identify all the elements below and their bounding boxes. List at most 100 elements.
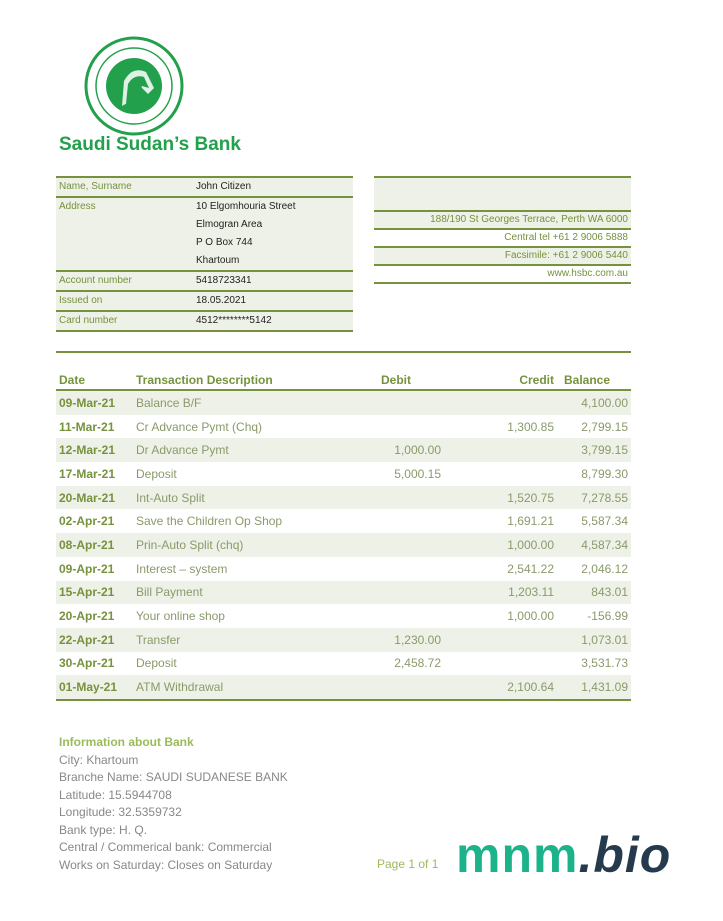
card-value: 4512********5142: [196, 315, 272, 326]
account-row: Account number 5418723341: [56, 272, 353, 292]
header-desc: Transaction Description: [136, 373, 273, 387]
customer-info: Name, Surname John Citizen Address 10 Elg…: [56, 176, 353, 332]
table-row: 22-Apr-21 Transfer 1,230.00 1,073.01: [56, 627, 631, 652]
watermark-part: .bio: [578, 827, 672, 883]
table-row: 15-Apr-21 Bill Payment 1,203.11 843.01: [56, 580, 631, 605]
cell-desc: Bill Payment: [136, 585, 203, 600]
bank-info-line: Bank type: H. Q.: [59, 822, 148, 837]
cell-date: 01-May-21: [59, 680, 118, 695]
cell-balance: 4,100.00: [581, 395, 628, 410]
blank-row: [374, 178, 631, 212]
table-row: 17-Mar-21 Deposit 5,000.15 8,799.30: [56, 462, 631, 486]
cell-desc: Balance B/F: [136, 395, 202, 410]
cell-date: 09-Apr-21: [59, 561, 115, 576]
contact-fax: Facsimile: +61 2 9006 5440: [374, 248, 631, 266]
table-row: 12-Mar-21 Dr Advance Pymt 1,000.00 3,799.15: [56, 438, 631, 463]
cell-desc: ATM Withdrawal: [136, 680, 224, 695]
header-date: Date: [59, 373, 86, 387]
contact-address: 188/190 St Georges Terrace, Perth WA 600…: [374, 212, 631, 230]
cell-date: 20-Mar-21: [59, 490, 116, 505]
cell-balance: 1,431.09: [581, 680, 628, 695]
watermark: mnm.bio: [456, 826, 671, 884]
bank-info-line: Branche Name: SAUDI SUDANESE BANK: [59, 770, 288, 784]
cell-date: 20-Apr-21: [59, 609, 115, 624]
name-row: Name, Surname John Citizen: [56, 178, 353, 198]
table-row: 20-Apr-21 Your online shop 1,000.00 -156.99: [56, 604, 631, 628]
card-row: Card number 4512********5142: [56, 312, 353, 332]
contact-web: www.hsbc.com.au: [374, 266, 631, 284]
bank-info-line: Latitude: 15.5944708: [59, 787, 172, 802]
cell-balance: 8,799.30: [581, 466, 628, 481]
cell-desc: Dr Advance Pymt: [136, 443, 229, 458]
issued-row: Issued on 18.05.2021: [56, 292, 353, 312]
cell-balance: 1,073.01: [581, 632, 628, 647]
header-credit: Credit: [519, 373, 554, 387]
address-row: Address 10 Elgomhouria Street Elmogran A…: [56, 198, 353, 272]
cell-credit: 2,100.64: [507, 680, 554, 695]
cell-credit: 1,691.21: [507, 514, 554, 529]
cell-desc: Cr Advance Pymt (Chq): [136, 419, 263, 434]
bank-info-line: Longitude: 32.5359732: [59, 805, 182, 819]
cell-desc: Deposit: [136, 656, 177, 671]
cell-balance: 7,278.55: [581, 490, 628, 505]
card-label: Card number: [59, 315, 118, 326]
table-row: 08-Apr-21 Prin-Auto Split (chq) 1,000.00 4,…: [56, 533, 631, 557]
account-value: 5418723341: [196, 275, 252, 286]
cell-date: 09-Mar-21: [59, 395, 116, 410]
transactions-table: Date Transaction Description Debit Credi…: [56, 351, 631, 701]
cell-debit: 1,230.00: [394, 632, 441, 647]
cell-date: 12-Mar-21: [59, 443, 116, 458]
cell-date: 22-Apr-21: [59, 632, 115, 647]
name-label: Name, Surname: [59, 181, 132, 192]
cell-balance: 3,799.15: [581, 443, 628, 458]
cell-credit: 1,520.75: [507, 490, 554, 505]
address-line: P O Box 744: [196, 237, 253, 248]
bank-logo: [84, 36, 184, 136]
cell-credit: 1,300.85: [507, 419, 554, 434]
cell-credit: 2,541.22: [507, 561, 554, 576]
contact-tel: Central tel +61 2 9006 5888: [374, 230, 631, 248]
cell-date: 30-Apr-21: [59, 656, 115, 671]
table-row: 09-Mar-21 Balance B/F 4,100.00: [56, 391, 631, 415]
bank-info-line: Central / Commerical bank: Commercial: [59, 840, 272, 854]
account-label: Account number: [59, 275, 132, 286]
cell-balance: 2,799.15: [581, 419, 628, 434]
bank-name: Saudi Sudan’s Bank: [59, 134, 241, 155]
cell-credit: 1,203.11: [508, 585, 554, 600]
cell-debit: 1,000.00: [394, 443, 441, 458]
cell-credit: 1,000.00: [507, 609, 554, 624]
table-row: 11-Mar-21 Cr Advance Pymt (Chq) 1,300.85 2,…: [56, 415, 631, 439]
header-debit: Debit: [381, 373, 411, 387]
bank-info-line: Works on Saturday: Closes on Saturday: [59, 857, 273, 872]
cell-date: 08-Apr-21: [59, 537, 115, 552]
cell-debit: 5,000.15: [394, 466, 441, 481]
cell-desc: Prin-Auto Split (chq): [136, 537, 244, 552]
table-header: Date Transaction Description Debit Credi…: [56, 353, 631, 391]
cell-debit: 2,458.72: [394, 656, 441, 671]
cell-balance: 3,531.73: [581, 656, 628, 671]
address-label: Address: [59, 201, 96, 212]
cell-date: 17-Mar-21: [59, 466, 116, 481]
name-value: John Citizen: [196, 181, 252, 192]
cell-desc: Save the Children Op Shop: [136, 514, 283, 529]
cell-date: 11-Mar-21: [59, 419, 115, 434]
bank-info-heading: Information about Bank: [59, 735, 194, 749]
contact-info: 188/190 St Georges Terrace, Perth WA 600…: [374, 176, 631, 284]
table-row: 02-Apr-21 Save the Children Op Shop 1,691.…: [56, 509, 631, 533]
cell-balance: 4,587.34: [581, 537, 628, 552]
cell-balance: 2,046.12: [581, 561, 628, 576]
address-line: Elmogran Area: [196, 219, 263, 230]
bank-info-line: City: Khartoum: [59, 752, 139, 767]
table-row: 09-Apr-21 Interest – system 2,541.22 2,046.…: [56, 557, 631, 581]
table-row: 20-Mar-21 Int-Auto Split 1,520.75 7,278.55: [56, 485, 631, 510]
watermark-part: mnm: [456, 827, 579, 883]
address-line: Khartoum: [196, 255, 240, 266]
issued-label: Issued on: [59, 295, 103, 306]
bank-info: Information about Bank City: Khartoum Br…: [59, 734, 288, 874]
cell-desc: Transfer: [136, 632, 181, 647]
cell-date: 15-Apr-21: [59, 585, 115, 600]
cell-balance: -156.99: [587, 609, 628, 624]
cell-credit: 1,000.00: [507, 537, 554, 552]
cell-balance: 5,587.34: [581, 514, 628, 529]
